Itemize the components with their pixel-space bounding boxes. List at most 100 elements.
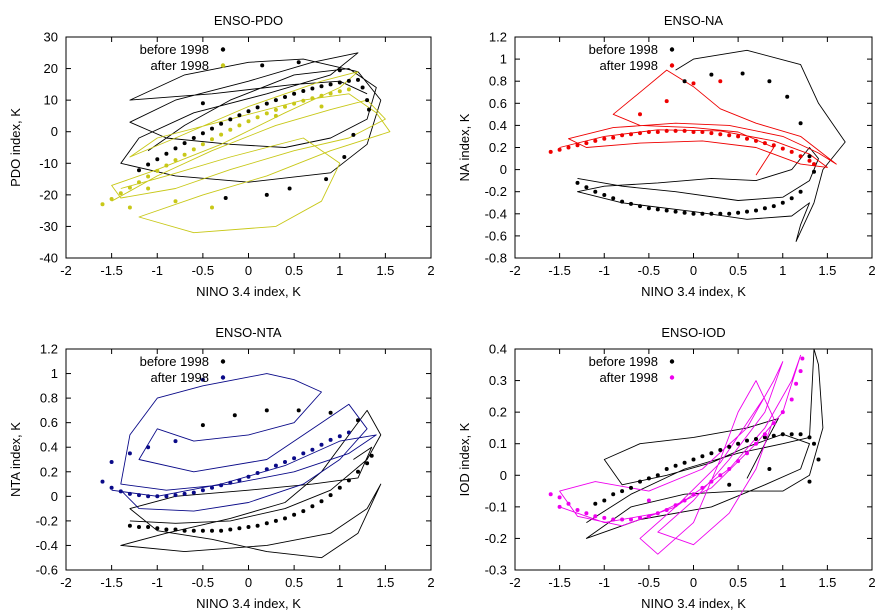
data-point-after-1998 xyxy=(137,180,141,185)
data-point-after-1998 xyxy=(789,397,794,402)
data-point-after-1998 xyxy=(155,168,160,173)
data-point-after-1998 xyxy=(292,101,297,106)
chart-panel-enso-pdo: ENSO-PDO -2 -1.5 -1 -0.5 0 0.5 1 1.5 2 -40 -30 -20 -1… xyxy=(8,13,435,299)
data-point-before-1998 xyxy=(767,467,772,471)
data-point-before-1998 xyxy=(319,499,324,504)
x-axis-label: NINO 3.4 index, K xyxy=(196,284,301,299)
data-point-before-1998 xyxy=(260,63,265,68)
data-point-before-1998 xyxy=(816,457,821,462)
data-point-after-1998 xyxy=(255,115,260,120)
data-point-before-1998 xyxy=(146,162,151,167)
data-point-before-1998 xyxy=(593,501,598,506)
data-point-after-1998 xyxy=(191,147,196,152)
legend-label: before 1998 xyxy=(140,42,209,57)
y-tick-label: 0.3 xyxy=(489,373,507,388)
data-point-after-1998 xyxy=(800,356,805,361)
legend-marker xyxy=(669,359,675,364)
data-point-after-1998 xyxy=(655,511,660,516)
x-tick-label: -1 xyxy=(151,575,163,590)
data-point-before-1998 xyxy=(182,528,187,533)
data-point-before-1998 xyxy=(296,60,301,65)
data-point-before-1998 xyxy=(146,525,151,529)
x-tick-label: -2 xyxy=(509,263,521,278)
data-point-before-1998 xyxy=(709,451,714,456)
data-point-before-1998 xyxy=(164,151,169,156)
data-point-before-1998 xyxy=(664,467,669,471)
data-point-before-1998 xyxy=(754,437,758,441)
data-point-after-1998 xyxy=(638,112,642,117)
series-line-after-1998 xyxy=(111,373,377,512)
data-point-after-1998 xyxy=(691,130,696,134)
y-axis-label: PDO index, K xyxy=(8,108,23,187)
data-point-before-1998 xyxy=(798,121,803,126)
data-point-before-1998 xyxy=(629,485,633,490)
data-point-after-1998 xyxy=(200,142,205,147)
data-point-after-1998 xyxy=(237,123,242,128)
data-point-before-1998 xyxy=(173,527,178,532)
x-tick-label: 1 xyxy=(779,263,786,278)
data-point-after-1998 xyxy=(780,410,785,415)
data-point-after-1998 xyxy=(255,471,260,475)
data-point-before-1998 xyxy=(736,210,741,215)
data-point-after-1998 xyxy=(100,479,105,484)
x-tick-label: 1 xyxy=(779,575,786,590)
data-point-before-1998 xyxy=(273,518,278,523)
data-point-after-1998 xyxy=(328,91,333,96)
data-point-after-1998 xyxy=(718,79,723,84)
x-tick-label: -1 xyxy=(598,263,610,278)
data-point-after-1998 xyxy=(566,501,571,506)
data-point-after-1998 xyxy=(762,432,767,437)
data-point-after-1998 xyxy=(173,493,178,498)
x-tick-label: 1 xyxy=(336,263,343,278)
data-point-before-1998 xyxy=(273,98,278,103)
series-line-after-1998 xyxy=(559,69,837,176)
chart-panel-enso-na: ENSO-NA -2 -1.5 -1 -0.5 0 0.5 1 1.5 2 -0.8 -0.6 -0.4… xyxy=(457,13,876,299)
data-point-before-1998 xyxy=(789,196,794,201)
y-tick-label: 10 xyxy=(44,93,58,108)
data-point-after-1998 xyxy=(109,197,114,201)
data-point-before-1998 xyxy=(745,209,749,214)
x-tick-label: 0 xyxy=(690,575,697,590)
data-point-after-1998 xyxy=(210,205,214,210)
data-point-after-1998 xyxy=(584,511,589,516)
data-point-after-1998 xyxy=(593,138,598,143)
chart-title: ENSO-NA xyxy=(664,13,724,28)
data-point-before-1998 xyxy=(673,463,678,468)
y-tick-label: 0.4 xyxy=(489,118,507,133)
y-tick-label: 0.8 xyxy=(40,391,58,406)
data-point-before-1998 xyxy=(301,89,306,93)
data-point-after-1998 xyxy=(575,143,580,148)
legend-label: after 1998 xyxy=(150,58,209,73)
data-point-after-1998 xyxy=(557,147,562,152)
x-tick-label: -1 xyxy=(598,575,610,590)
data-point-after-1998 xyxy=(718,473,723,478)
x-tick-label: 2 xyxy=(868,575,875,590)
data-point-after-1998 xyxy=(700,130,705,134)
data-point-after-1998 xyxy=(548,149,553,154)
data-point-after-1998 xyxy=(754,441,758,446)
data-point-after-1998 xyxy=(736,459,741,464)
data-point-after-1998 xyxy=(118,191,123,196)
data-point-before-1998 xyxy=(283,516,287,521)
data-point-before-1998 xyxy=(785,94,790,99)
y-tick-label: 1 xyxy=(500,52,507,67)
y-tick-label: 0.2 xyxy=(489,405,507,420)
data-point-after-1998 xyxy=(219,132,224,137)
data-point-after-1998 xyxy=(346,87,351,92)
data-point-before-1998 xyxy=(356,77,360,82)
data-point-before-1998 xyxy=(789,432,794,437)
data-point-after-1998 xyxy=(664,99,669,104)
y-tick-label: -0.4 xyxy=(485,206,507,221)
x-tick-label: 0.5 xyxy=(729,575,747,590)
data-point-before-1998 xyxy=(646,476,651,481)
y-tick-label: -30 xyxy=(39,219,58,234)
data-point-after-1998 xyxy=(127,205,132,210)
plot-area xyxy=(100,52,391,234)
data-point-before-1998 xyxy=(682,79,687,84)
y-tick-label: -0.2 xyxy=(485,531,507,546)
data-point-after-1998 xyxy=(127,451,132,456)
data-point-before-1998 xyxy=(700,454,705,459)
chart-title: ENSO-PDO xyxy=(214,13,283,28)
data-point-after-1998 xyxy=(228,480,233,485)
data-point-before-1998 xyxy=(718,448,723,452)
